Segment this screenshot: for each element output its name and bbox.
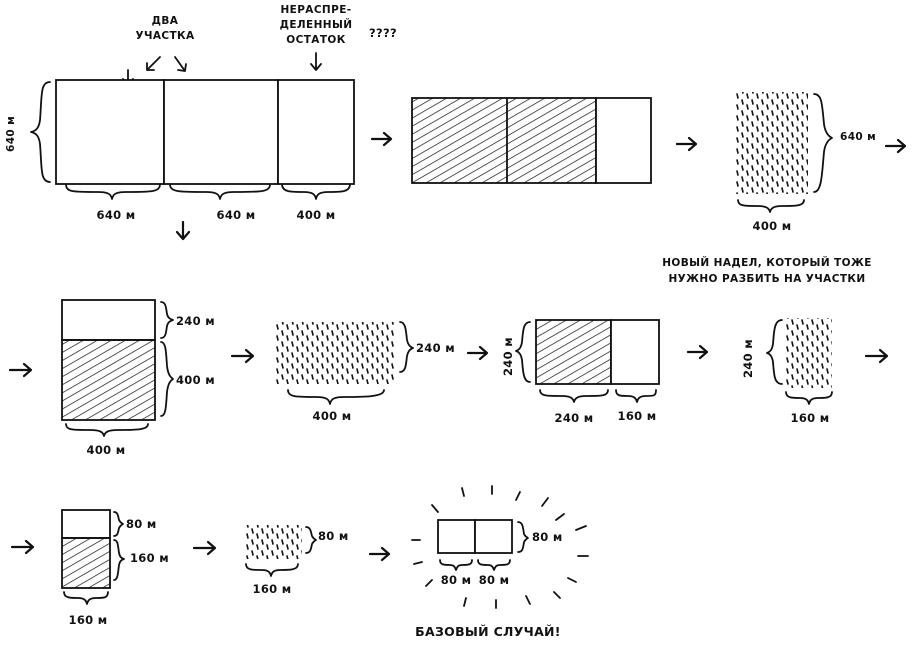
remainder-160	[610, 319, 660, 385]
remainder-label-line1: НЕРАСПРЕ-	[280, 4, 351, 16]
square-height-400: 400 м	[176, 373, 215, 387]
height-brace	[30, 81, 51, 183]
height-label-640: 640 м	[5, 116, 17, 152]
shaded-square-400	[61, 339, 156, 421]
right-arrow-icon	[192, 540, 217, 556]
right-arrow-icon	[884, 138, 907, 154]
dotted-strip-height-240: 240 м	[416, 341, 455, 355]
right-arrow-icon	[675, 136, 698, 152]
radiating-lines-icon	[411, 485, 589, 609]
down-arrow-icon	[175, 220, 191, 241]
dotted-height-80: 80 м	[318, 529, 349, 543]
square-width-160: 160 м	[69, 613, 108, 627]
dotted-strip-width-400: 400 м	[313, 409, 352, 423]
new-plot-height-640: 640 м	[840, 131, 876, 143]
remainder-highlight	[595, 97, 652, 184]
new-plot-dotted	[736, 92, 808, 194]
right-arrow-icon	[686, 344, 709, 360]
remainder-plot	[277, 79, 355, 185]
right-arrow-icon	[8, 362, 33, 378]
question-marks: ????	[369, 26, 397, 40]
strip-160-label: 160 м	[130, 551, 169, 565]
width-label-640-a: 640 м	[97, 208, 136, 222]
final-width-80-a: 80 м	[441, 573, 472, 587]
width-label-640-b: 640 м	[217, 208, 256, 222]
right-arrow-icon	[466, 345, 489, 361]
dotted-80x160	[244, 525, 302, 559]
small-plot-width-160: 160 м	[791, 411, 830, 425]
plot-1	[55, 79, 165, 185]
split-width-240: 240 м	[555, 411, 594, 425]
two-plots-label-line2: УЧАСТКА	[135, 30, 195, 42]
strip-80-label: 80 м	[126, 517, 157, 531]
final-square-2	[474, 519, 513, 554]
row-1: ДВА УЧАСТКА НЕРАСПРЕ- ДЕЛЕННЫЙ ОСТАТОК ?…	[5, 4, 907, 285]
new-plot-note-line1: НОВЫЙ НАДЕЛ, КОТОРЫЙ ТОЖЕ	[662, 256, 872, 269]
base-case-label: БАЗОВЫЙ СЛУЧАЙ!	[415, 624, 561, 639]
right-arrow-icon	[864, 348, 889, 364]
strip-height-240: 240 м	[176, 314, 215, 328]
width-brace-2	[169, 183, 271, 200]
new-plot-width-400: 400 м	[753, 219, 792, 233]
split-width-160: 160 м	[618, 409, 657, 423]
small-plot-height-240: 240 м	[741, 339, 755, 378]
shaded-plots	[411, 97, 597, 184]
remainder-label-line3: ОСТАТОК	[286, 34, 345, 46]
final-width-80-b: 80 м	[479, 573, 510, 587]
remainder-label-line2: ДЕЛЕННЫЙ	[280, 18, 353, 31]
shaded-square-240	[535, 319, 612, 385]
split-height-240: 240 м	[501, 337, 515, 376]
right-arrow-icon	[230, 348, 255, 364]
square-width-400: 400 м	[87, 443, 126, 457]
width-label-400: 400 м	[297, 208, 336, 222]
plot-2	[163, 79, 279, 185]
top-strip-80	[61, 509, 111, 539]
width-brace-1	[65, 183, 161, 200]
right-arrow-icon	[10, 539, 35, 555]
small-plot-dotted	[786, 318, 832, 388]
strip-dotted	[276, 322, 396, 384]
right-arrow-icon	[370, 131, 393, 147]
brace-right	[813, 93, 833, 193]
row-3: 80 м 160 м 160 м 80 м 160 м	[10, 485, 589, 639]
brace-bottom	[737, 199, 805, 213]
dotted-width-160: 160 м	[253, 582, 292, 596]
final-height-80: 80 м	[532, 530, 563, 544]
two-plots-label-line1: ДВА	[152, 15, 179, 27]
final-square-1	[437, 519, 476, 554]
new-plot-note-line2: НУЖНО РАЗБИТЬ НА УЧАСТКИ	[668, 273, 865, 285]
shaded-square-160	[61, 537, 111, 589]
width-brace-3	[281, 183, 351, 200]
right-arrow-icon	[368, 546, 391, 562]
row-2: 240 м 400 м 400 м 240 м 400 м 240 м 240 …	[8, 299, 889, 457]
upper-strip	[61, 299, 156, 341]
